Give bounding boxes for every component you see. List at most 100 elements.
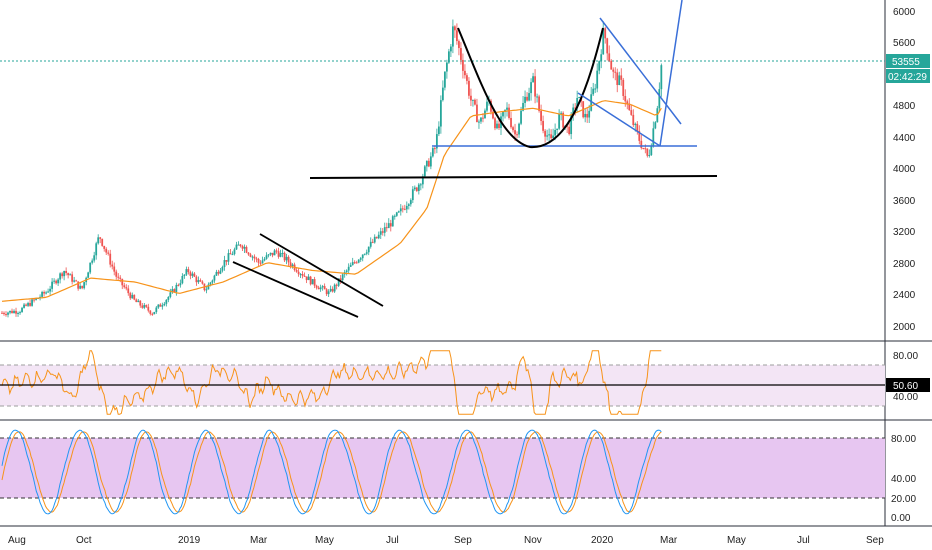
candle-body: [191, 273, 194, 276]
candle-body: [7, 312, 9, 315]
channel-upper-line[interactable]: [259, 233, 384, 307]
candle-body: [13, 310, 15, 314]
support-line[interactable]: [309, 175, 718, 179]
candle-body: [604, 28, 607, 39]
candle-body: [97, 237, 100, 244]
candle-body: [63, 270, 66, 277]
candle-body: [47, 291, 49, 293]
candle-body: [654, 122, 657, 129]
candle-body: [474, 99, 476, 105]
candle-body: [301, 274, 304, 276]
candle-body: [225, 260, 228, 262]
candle-body: [578, 97, 581, 99]
candle-body: [175, 284, 178, 292]
candle-body: [27, 303, 29, 306]
candle-body: [552, 135, 555, 139]
candle-body: [375, 236, 378, 239]
candle-body: [79, 285, 82, 289]
candle-body: [492, 111, 494, 119]
breakout-arrow-line[interactable]: [659, 0, 683, 147]
candle-body: [630, 110, 633, 115]
candle-body: [462, 59, 464, 71]
candle-body: [624, 96, 627, 102]
candle-body: [622, 79, 625, 97]
candle-body: [179, 283, 182, 286]
candle-body: [524, 96, 526, 103]
candle-body: [277, 251, 280, 257]
rsi-y-tick-label: 40.00: [893, 392, 918, 403]
x-tick-label: Oct: [76, 535, 92, 546]
candle-body: [634, 123, 637, 126]
candle-body: [660, 65, 663, 90]
candle-body: [157, 304, 160, 308]
candle-body: [478, 121, 480, 123]
candle-body: [187, 269, 190, 273]
candle-body: [600, 54, 603, 62]
candle-body: [229, 253, 232, 255]
candle-body: [73, 280, 76, 282]
candle-body: [99, 237, 102, 239]
candle-body: [49, 288, 51, 292]
candle-body: [259, 262, 262, 264]
candle-body: [397, 211, 400, 213]
candle-body: [361, 254, 364, 259]
candle-body: [319, 287, 322, 290]
candle-body: [427, 160, 430, 167]
candle-body: [468, 80, 470, 96]
candle-body: [323, 286, 326, 290]
candle-body: [520, 110, 522, 124]
candle-body: [185, 269, 188, 275]
candle-body: [381, 231, 384, 233]
candle-body: [399, 208, 402, 212]
time-axis[interactable]: Aug Oct 2019 Mar May Jul Sep Nov 2020 Ma…: [8, 535, 884, 546]
candle-body: [269, 252, 272, 255]
candle-body: [606, 38, 609, 54]
candle-body: [486, 101, 488, 111]
stoch-y-tick-label: 20.00: [891, 494, 916, 505]
moving-average-line: [1, 100, 662, 302]
candle-body: [245, 246, 248, 253]
candle-body: [153, 311, 156, 315]
candle-body: [429, 156, 432, 167]
candle-body: [596, 70, 599, 89]
stoch-y-tick-label: 80.00: [891, 434, 916, 445]
candle-body: [241, 245, 244, 249]
candle-body: [405, 205, 408, 210]
candle-body: [253, 256, 256, 259]
candle-body: [189, 272, 192, 276]
candle-body: [546, 135, 548, 137]
y-tick-label: 4400: [893, 133, 916, 144]
x-tick-label: Jul: [797, 535, 810, 546]
candle-body: [333, 284, 336, 292]
candle-body: [425, 160, 428, 167]
candle-body: [447, 51, 450, 63]
candle-body: [77, 281, 80, 289]
candle-body: [496, 123, 498, 129]
candle-body: [321, 286, 324, 288]
candle-body: [59, 273, 62, 280]
candle-body: [119, 277, 122, 279]
wedge-lower-line[interactable]: [577, 92, 661, 147]
candle-body: [365, 252, 368, 254]
candle-body: [331, 288, 334, 292]
candle-body: [614, 71, 617, 73]
candle-body: [283, 252, 286, 261]
candle-body: [445, 62, 448, 72]
cup-arc[interactable]: [457, 27, 604, 149]
candle-body: [351, 262, 354, 266]
candle-body: [279, 253, 282, 257]
candle-body: [570, 114, 573, 135]
candle-body: [25, 304, 27, 306]
channel-lower-line[interactable]: [232, 261, 359, 318]
candle-body: [217, 271, 220, 274]
candle-body: [337, 278, 340, 286]
candle-body: [460, 48, 462, 60]
candle-body: [273, 250, 276, 256]
candle-body: [341, 274, 344, 281]
candle-body: [235, 244, 238, 250]
candle-body: [458, 41, 460, 49]
wedge-upper-line[interactable]: [599, 17, 682, 125]
price-panel[interactable]: [0, 0, 885, 340]
candle-body: [271, 252, 274, 256]
candle-body: [409, 200, 412, 205]
